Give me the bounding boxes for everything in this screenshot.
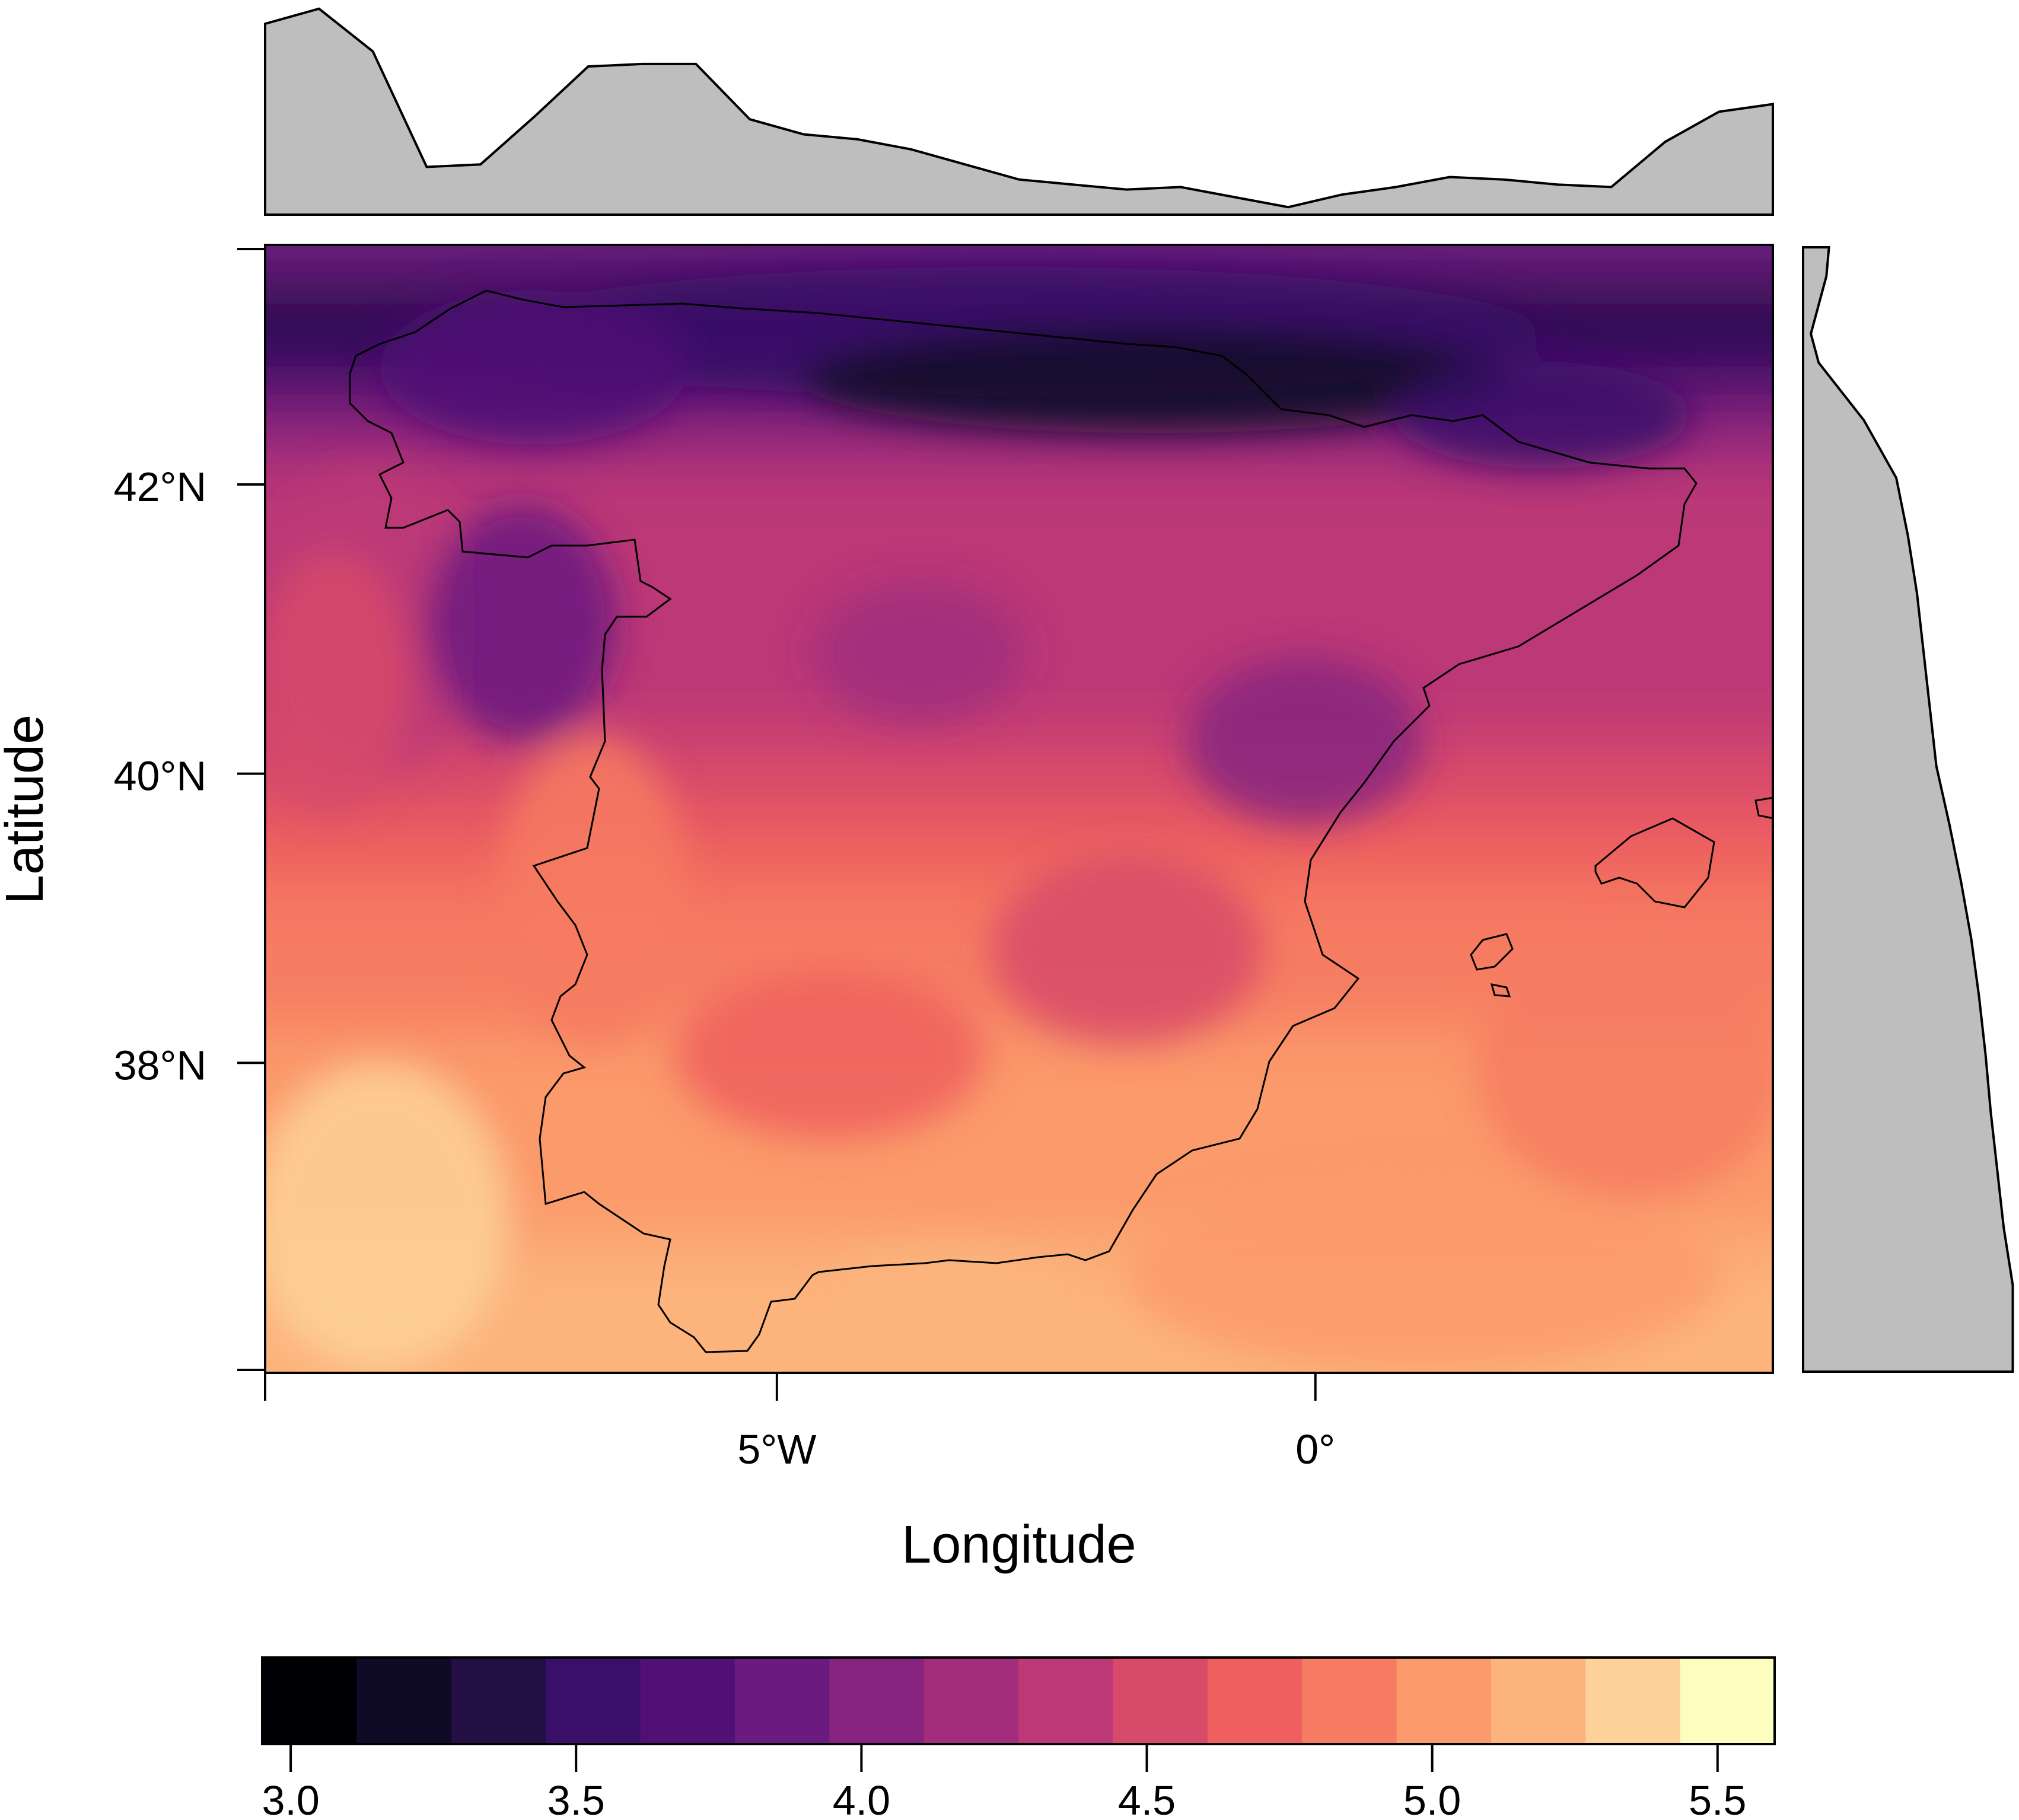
colorbar-bin xyxy=(1491,1658,1587,1744)
x-tick-label: 5°W xyxy=(737,1426,816,1472)
heat-patch xyxy=(498,735,688,1044)
right-marginal-panel xyxy=(1802,246,2014,1373)
heat-patch xyxy=(427,504,617,741)
colorbar-tick-label: 3.0 xyxy=(262,1777,319,1820)
heat-patch xyxy=(1477,937,1773,1198)
colorbar-bin xyxy=(1396,1658,1492,1744)
heat-patch xyxy=(991,854,1263,1044)
colorbar-bin xyxy=(1018,1658,1114,1744)
colorbar-tick-label: 4.0 xyxy=(833,1777,890,1820)
colorbar-bin xyxy=(734,1658,830,1744)
x-axis-title: Longitude xyxy=(902,1515,1136,1574)
colorbar-bin xyxy=(923,1658,1019,1744)
colorbar-bin xyxy=(1113,1658,1208,1744)
colorbar-bin xyxy=(451,1658,547,1744)
colorbar-bin xyxy=(356,1658,452,1744)
colorbar-bin xyxy=(262,1658,358,1744)
colorbar-bin xyxy=(640,1658,735,1744)
heat-patch xyxy=(830,1245,1068,1317)
y-tick-label: 40°N xyxy=(114,753,206,799)
right-marginal-area xyxy=(1802,246,2014,1373)
y-tick-label: 38°N xyxy=(114,1042,206,1088)
coastline-iberia xyxy=(349,289,1698,1353)
colorbar-tick-label: 3.5 xyxy=(547,1777,605,1820)
x-axis: 5°W 0° xyxy=(264,1372,1773,1472)
x-tick-label: 0° xyxy=(1295,1426,1335,1472)
colorbar-tick-label: 5.0 xyxy=(1403,1777,1461,1820)
heat-patch xyxy=(1394,362,1690,468)
heat-patch xyxy=(265,1062,510,1370)
colorbar-bin xyxy=(1302,1658,1397,1744)
y-axis-title: Latitude xyxy=(0,715,55,904)
colorbar: 3.0 3.5 4.0 4.5 5.0 5.5 xyxy=(261,1656,1776,1820)
y-axis: 42°N 40°N 38°N xyxy=(114,245,266,1373)
y-tick-label: 42°N xyxy=(114,464,206,510)
heat-patch xyxy=(1127,1180,1720,1370)
heat-patch xyxy=(813,581,1026,723)
colorbar-bin xyxy=(546,1658,641,1744)
coastline-menorca xyxy=(1754,796,1773,820)
map-panel: 42°N 40°N 38°N 5°W 0° Longitude Latitude xyxy=(0,244,1774,1574)
coastline-formentera xyxy=(1490,983,1511,997)
coastline-mallorca xyxy=(1594,817,1715,909)
heat-patch xyxy=(676,973,985,1139)
top-marginal-panel xyxy=(264,7,1774,216)
colorbar-bin xyxy=(1207,1658,1303,1744)
top-marginal-area xyxy=(264,7,1774,216)
coastline-ibiza xyxy=(1470,933,1514,971)
heat-band xyxy=(265,809,1773,884)
heat-patch xyxy=(1186,658,1424,824)
heat-patch xyxy=(380,291,688,445)
colorbar-tick-label: 5.5 xyxy=(1689,1777,1746,1820)
heat-patch xyxy=(801,326,1512,433)
colorbar-tick-label: 4.5 xyxy=(1118,1777,1176,1820)
heat-patch xyxy=(265,552,409,812)
colorbar-bin xyxy=(1585,1658,1681,1744)
colorbar-frame xyxy=(261,1656,1776,1745)
colorbar-bin xyxy=(829,1658,925,1744)
colorbar-bin xyxy=(1680,1658,1775,1744)
heat-band xyxy=(265,737,1773,811)
